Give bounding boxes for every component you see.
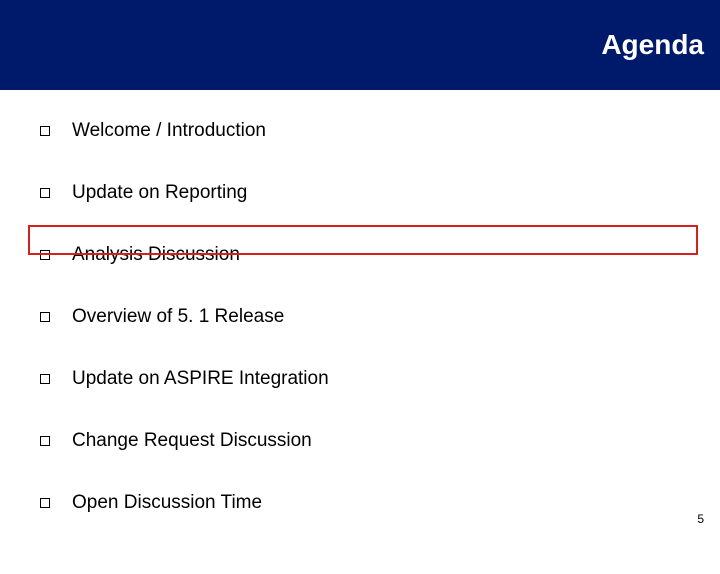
agenda-item-label: Change Request Discussion [72,430,312,452]
square-bullet-icon [40,374,50,384]
agenda-item-label: Overview of 5. 1 Release [72,306,284,328]
square-bullet-icon [40,188,50,198]
square-bullet-icon [40,498,50,508]
page-number: 5 [697,512,704,526]
slide-header: Agenda [0,0,720,90]
square-bullet-icon [40,126,50,136]
agenda-item: Analysis Discussion [40,244,680,266]
square-bullet-icon [40,312,50,322]
agenda-item: Welcome / Introduction [40,120,680,142]
square-bullet-icon [40,436,50,446]
agenda-item: Update on Reporting [40,182,680,204]
agenda-item: Change Request Discussion [40,430,680,452]
slide-title: Agenda [601,29,704,61]
agenda-item: Overview of 5. 1 Release [40,306,680,328]
agenda-item: Open Discussion Time [40,492,680,514]
agenda-item-label: Analysis Discussion [72,244,240,266]
agenda-item-label: Update on ASPIRE Integration [72,368,329,390]
agenda-item-label: Welcome / Introduction [72,120,266,142]
agenda-content: Welcome / Introduction Update on Reporti… [0,90,720,574]
agenda-item-label: Open Discussion Time [72,492,262,514]
agenda-item: Update on ASPIRE Integration [40,368,680,390]
agenda-item-label: Update on Reporting [72,182,247,204]
square-bullet-icon [40,250,50,260]
